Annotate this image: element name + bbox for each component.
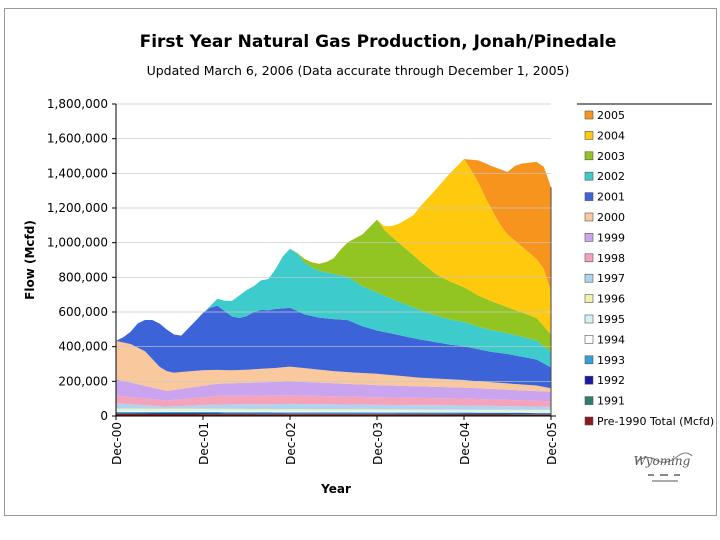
- legend-swatch: [584, 314, 594, 324]
- area-series-1993: [116, 411, 551, 414]
- area-series-2005: [116, 159, 551, 341]
- legend-swatch: [584, 131, 594, 140]
- x-tick-label: Dec-05: [545, 422, 559, 465]
- x-tick-label: Dec-04: [458, 422, 472, 465]
- logo-mark: [648, 474, 654, 476]
- y-tick-label: 1,000,000: [47, 236, 108, 250]
- legend-swatch: [584, 396, 594, 405]
- area-series-1994: [116, 411, 551, 413]
- legend-label: 1993: [597, 354, 625, 367]
- legend-swatch: [584, 355, 594, 365]
- y-tick-label: 1,400,000: [47, 166, 108, 180]
- area-series-1996: [116, 408, 551, 411]
- legend-swatch: [584, 151, 594, 161]
- y-tick-labels: 0 200,000 400,000 600,000 800,000 1,000,000 1,…: [47, 97, 116, 423]
- area-layers: [116, 159, 552, 416]
- legend-label: 1998: [597, 252, 625, 265]
- logo-mark: [660, 474, 668, 476]
- legend-swatch: [584, 110, 594, 120]
- area-series-2000: [116, 340, 551, 392]
- area-series-1997: [116, 403, 551, 410]
- legend-swatch: [584, 192, 594, 201]
- legend-swatch: [584, 294, 594, 303]
- x-axis-title: Year: [320, 482, 351, 496]
- chart-title: First Year Natural Gas Production, Jonah…: [140, 32, 617, 52]
- y-tick-label: 200,000: [58, 374, 108, 388]
- chart-subtitle: Updated March 6, 2006 (Data accurate thr…: [147, 63, 570, 78]
- x-tick-label: Dec-01: [197, 422, 211, 465]
- legend-swatch: [584, 253, 594, 263]
- wyoming-logo: Wyoming: [634, 452, 693, 482]
- x-tick-labels: Dec-00 Dec-01 Dec-02 Dec-03 Dec-04 Dec-05: [110, 416, 559, 465]
- legend-label: 1997: [597, 272, 625, 285]
- y-tick-label: 1,600,000: [47, 132, 108, 146]
- legend-label: 2001: [597, 191, 625, 204]
- legend-label: 1992: [597, 374, 625, 387]
- legend: 2005 2004 2003 2002 2001 2000 1999 1998 1997 1996…: [577, 103, 714, 428]
- legend-swatch: [584, 416, 594, 426]
- legend-label: 2000: [597, 211, 625, 224]
- legend-swatch: [584, 171, 594, 181]
- legend-label: 1994: [597, 333, 625, 346]
- y-tick-label: 600,000: [58, 305, 108, 319]
- legend-label: 1996: [597, 293, 625, 306]
- legend-swatch: [584, 212, 594, 222]
- legend-label: 2004: [597, 129, 625, 142]
- y-tick-label: 0: [100, 409, 108, 423]
- legend-label: 1991: [597, 395, 625, 408]
- legend-swatch: [584, 233, 594, 242]
- logo-mark: [674, 474, 680, 476]
- x-tick-label: Dec-03: [371, 422, 385, 465]
- logo-mark: [652, 480, 678, 482]
- area-series-pre-1990-total-mcfd: [116, 413, 551, 416]
- area-series-1998: [116, 395, 551, 407]
- y-tick-label: 400,000: [58, 340, 108, 354]
- y-tick-label: 800,000: [58, 270, 108, 284]
- y-tick-label: 1,800,000: [47, 97, 108, 111]
- logo-swash: [635, 452, 693, 463]
- legend-swatch: [584, 273, 594, 283]
- logo-text: Wyoming: [634, 454, 691, 468]
- legend-label: 1995: [597, 313, 625, 326]
- legend-label: Pre-1990 Total (Mcfd): [597, 415, 714, 428]
- area-series-1999: [116, 379, 551, 402]
- legend-label: 1999: [597, 231, 625, 244]
- area-series-2002: [116, 248, 551, 368]
- legend-swatch: [584, 335, 594, 344]
- grid-lines: [116, 103, 551, 382]
- x-tick-label: Dec-00: [110, 422, 124, 465]
- legend-label: 2003: [597, 150, 625, 163]
- area-series-1992: [116, 412, 551, 415]
- y-tick-label: 1,200,000: [47, 201, 108, 215]
- legend-label: 2002: [597, 170, 625, 183]
- area-series-2004: [116, 159, 551, 341]
- legend-swatch: [584, 375, 594, 385]
- legend-label: 2005: [597, 109, 625, 122]
- y-axis-title: Flow (Mcfd): [23, 220, 37, 300]
- area-series-1995: [116, 409, 551, 412]
- x-tick-label: Dec-02: [284, 422, 298, 465]
- area-series-1991: [116, 413, 551, 415]
